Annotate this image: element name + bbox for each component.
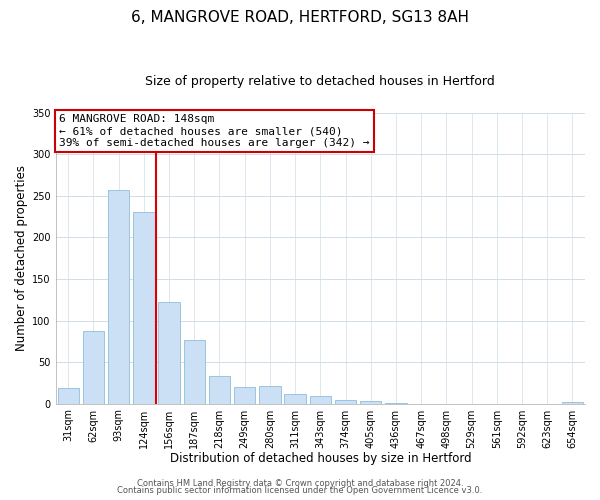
Text: Contains HM Land Registry data © Crown copyright and database right 2024.: Contains HM Land Registry data © Crown c… xyxy=(137,478,463,488)
Bar xyxy=(58,388,79,404)
Bar xyxy=(562,402,583,404)
Text: Contains public sector information licensed under the Open Government Licence v3: Contains public sector information licen… xyxy=(118,486,482,495)
Title: Size of property relative to detached houses in Hertford: Size of property relative to detached ho… xyxy=(145,75,495,88)
Bar xyxy=(108,190,130,404)
Bar xyxy=(259,386,281,404)
Bar xyxy=(158,302,180,404)
Bar xyxy=(284,394,306,404)
Text: 6 MANGROVE ROAD: 148sqm
← 61% of detached houses are smaller (540)
39% of semi-d: 6 MANGROVE ROAD: 148sqm ← 61% of detache… xyxy=(59,114,370,148)
Bar xyxy=(209,376,230,404)
X-axis label: Distribution of detached houses by size in Hertford: Distribution of detached houses by size … xyxy=(170,452,471,465)
Bar xyxy=(184,340,205,404)
Text: 6, MANGROVE ROAD, HERTFORD, SG13 8AH: 6, MANGROVE ROAD, HERTFORD, SG13 8AH xyxy=(131,10,469,25)
Bar xyxy=(385,403,407,404)
Bar xyxy=(310,396,331,404)
Bar xyxy=(83,332,104,404)
Bar xyxy=(360,401,382,404)
Y-axis label: Number of detached properties: Number of detached properties xyxy=(15,165,28,351)
Bar xyxy=(335,400,356,404)
Bar xyxy=(234,387,256,404)
Bar xyxy=(133,212,155,404)
